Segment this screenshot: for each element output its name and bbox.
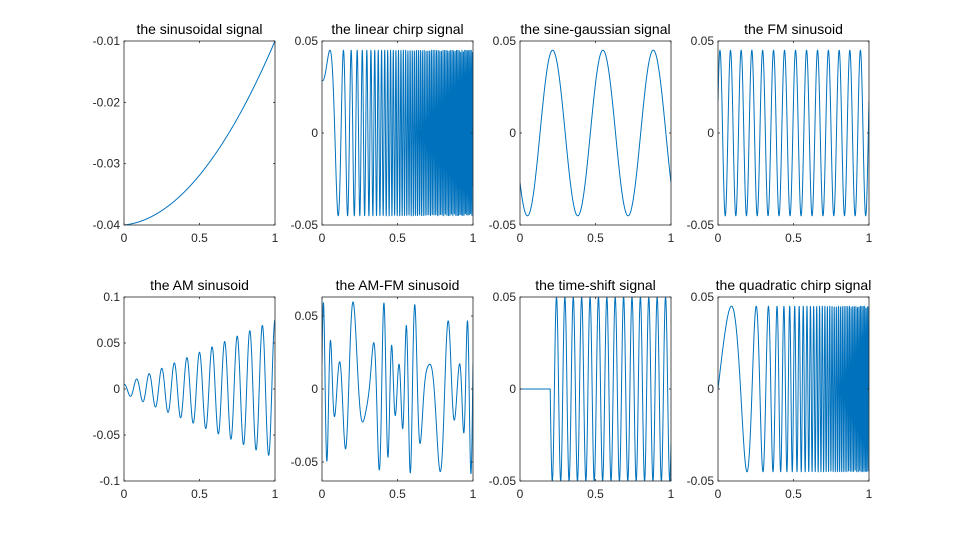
y-tick-label: -0.01 (93, 34, 121, 48)
signal-curve (124, 41, 275, 225)
subplot-title: the quadratic chirp signal (716, 277, 872, 293)
subplot-title: the sine-gaussian signal (520, 21, 670, 37)
y-tick-label: -0.02 (93, 95, 121, 109)
y-tick-label: 0.05 (493, 290, 517, 304)
y-tick-label: -0.1 (99, 474, 120, 488)
y-tick-label: 0 (311, 382, 318, 396)
x-tick-label: 1 (866, 487, 873, 501)
signal-curve (718, 49, 869, 217)
subplot-title: the AM sinusoid (150, 277, 249, 293)
y-tick-label: 0.05 (295, 34, 319, 48)
subplot-title: the FM sinusoid (744, 21, 843, 37)
y-tick-label: -0.03 (93, 157, 121, 171)
x-tick-label: 0 (121, 487, 128, 501)
y-tick-label: -0.05 (687, 218, 715, 232)
x-tick-label: 0 (715, 487, 722, 501)
x-tick-label: 0 (319, 231, 326, 245)
x-tick-label: 0.5 (389, 231, 406, 245)
y-tick-label: 0.05 (97, 336, 121, 350)
x-tick-label: 0.5 (785, 231, 802, 245)
x-tick-label: 0 (517, 231, 524, 245)
y-tick-label: -0.05 (291, 218, 319, 232)
x-tick-label: 0 (517, 487, 524, 501)
y-tick-label: -0.05 (489, 474, 517, 488)
y-tick-label: 0.1 (103, 290, 120, 304)
signal-curve (322, 301, 473, 475)
x-tick-label: 0.5 (191, 231, 208, 245)
subplot-5: 0 0.5 1 -0.1 -0.05 0 0.05 0.1 the AM sinusoid (93, 277, 279, 501)
signal-curve (124, 319, 275, 456)
y-tick-label: 0 (509, 382, 516, 396)
x-tick-label: 1 (470, 487, 477, 501)
x-tick-label: 1 (272, 487, 279, 501)
y-tick-label: 0 (707, 382, 714, 396)
x-tick-label: 1 (866, 231, 873, 245)
x-tick-label: 0.5 (191, 487, 208, 501)
y-tick-label: -0.05 (291, 455, 319, 469)
y-tick-label: -0.04 (93, 218, 121, 232)
y-tick-label: 0.05 (295, 309, 319, 323)
y-tick-label: 0.05 (493, 34, 517, 48)
y-tick-label: 0.05 (691, 34, 715, 48)
y-tick-label: 0.05 (691, 290, 715, 304)
subplot-title: the sinusoidal signal (136, 21, 262, 37)
y-tick-label: -0.05 (489, 218, 517, 232)
subplot-title: the time-shift signal (535, 277, 656, 293)
y-tick-label: 0 (509, 126, 516, 140)
signal-curve (520, 49, 671, 217)
x-tick-label: 1 (470, 231, 477, 245)
y-tick-label: -0.05 (93, 428, 121, 442)
x-tick-label: 1 (272, 231, 279, 245)
y-tick-label: 0 (707, 126, 714, 140)
signal-curve (520, 297, 671, 481)
subplot-title: the linear chirp signal (331, 21, 463, 37)
subplot-1: 0 0.5 1 -0.04 -0.03 -0.02 -0.01 the sinusoidal … (93, 21, 279, 245)
subplot-6: 0 0.5 1 -0.05 0 0.05 the AM-FM sinusoid (291, 277, 477, 501)
x-tick-label: 1 (668, 231, 675, 245)
x-tick-label: 0 (121, 231, 128, 245)
x-tick-label: 0.5 (389, 487, 406, 501)
signal-curve (322, 49, 473, 217)
x-tick-label: 0.5 (785, 487, 802, 501)
x-tick-label: 0.5 (587, 487, 604, 501)
x-tick-label: 0 (715, 231, 722, 245)
y-tick-label: 0 (311, 126, 318, 140)
x-tick-label: 0 (319, 487, 326, 501)
x-tick-label: 1 (668, 487, 675, 501)
x-tick-label: 0.5 (587, 231, 604, 245)
signal-curve (718, 305, 869, 473)
y-tick-label: 0 (113, 382, 120, 396)
y-tick-label: -0.05 (687, 474, 715, 488)
subplot-title: the AM-FM sinusoid (336, 277, 460, 293)
